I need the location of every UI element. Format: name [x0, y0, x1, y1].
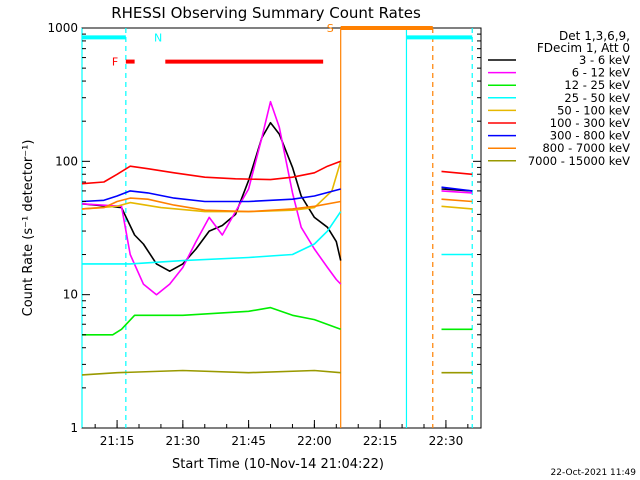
axes: 21:15 21:30 21:45 22:00 22:15 22:30 1 10 100 1000 — [47, 21, 481, 448]
chart-title: RHESSI Observing Summary Count Rates — [111, 4, 421, 22]
footer-timestamp: 22-Oct-2021 11:49 — [551, 468, 637, 478]
series-7000-15000-kev-line — [81, 369, 341, 376]
series-lines — [81, 100, 473, 376]
plot-area — [81, 27, 482, 429]
x-tick-label-22-15: 22:15 — [363, 434, 398, 448]
legend-label-6-12-kev: 6 - 12 keV — [572, 66, 630, 80]
legend-label-3-6-kev: 3 - 6 keV — [579, 53, 630, 67]
y-tick-label-10: 10 — [63, 288, 78, 302]
series-800-7000-kev-segment-2 — [441, 198, 473, 203]
flag-s-label: S — [327, 22, 334, 35]
series-300-800-kev-line — [81, 188, 341, 203]
x-axis-label: Start Time (10-Nov-14 21:04:22) — [172, 457, 384, 472]
x-tick-label-22-30: 22:30 — [429, 434, 464, 448]
legend: Det 1,3,6,9, FDecim 1, Att 0 3 - 6 keV6 … — [488, 29, 630, 168]
series-3-6-kev-line — [81, 121, 342, 273]
y-tick-label-1000: 1000 — [47, 21, 78, 35]
y-tick-label-1: 1 — [70, 421, 78, 435]
flag-n-label: N — [154, 31, 162, 44]
series-800-7000-kev-line — [81, 197, 341, 213]
legend-label-100-300-kev: 100 - 300 keV — [550, 116, 630, 130]
series-300-800-kev-segment-2 — [441, 186, 473, 192]
series-25-50-kev-line — [82, 211, 342, 265]
legend-label-800-7000-kev: 800 - 7000 keV — [542, 141, 630, 155]
x-tick-label-21-15: 21:15 — [100, 434, 135, 448]
series-50-100-kev-line — [81, 161, 342, 213]
legend-label-300-800-kev: 300 - 800 keV — [550, 129, 630, 143]
x-tick-label-21-30: 21:30 — [166, 434, 201, 448]
legend-header-line-2: FDecim 1, Att 0 — [537, 41, 630, 55]
y-axis-label: Count Rate (s⁻¹ detector⁻¹) — [21, 140, 36, 317]
legend-label-12-25-kev: 12 - 25 keV — [564, 78, 630, 92]
series-50-100-kev-segment-2 — [441, 205, 473, 210]
series-6-12-kev-segment-2 — [441, 190, 473, 194]
legend-label-7000-15000-kev: 7000 - 15000 keV — [528, 154, 630, 168]
flag-f-label: F — [112, 56, 118, 69]
y-tick-label-100: 100 — [55, 154, 78, 168]
legend-label-50-100-kev: 50 - 100 keV — [557, 103, 630, 117]
x-tick-label-21-45: 21:45 — [231, 434, 266, 448]
series-100-300-kev-line — [81, 160, 341, 185]
x-tick-label-22-00: 22:00 — [297, 434, 332, 448]
legend-header-line-1: Det 1,3,6,9, — [559, 29, 630, 43]
series-12-25-kev-line — [82, 306, 341, 336]
series-100-300-kev-segment-2 — [441, 170, 473, 176]
vertical-markers — [81, 28, 473, 428]
legend-label-25-50-kev: 25 - 50 keV — [564, 91, 630, 105]
flag-bars: N F S — [82, 22, 473, 69]
